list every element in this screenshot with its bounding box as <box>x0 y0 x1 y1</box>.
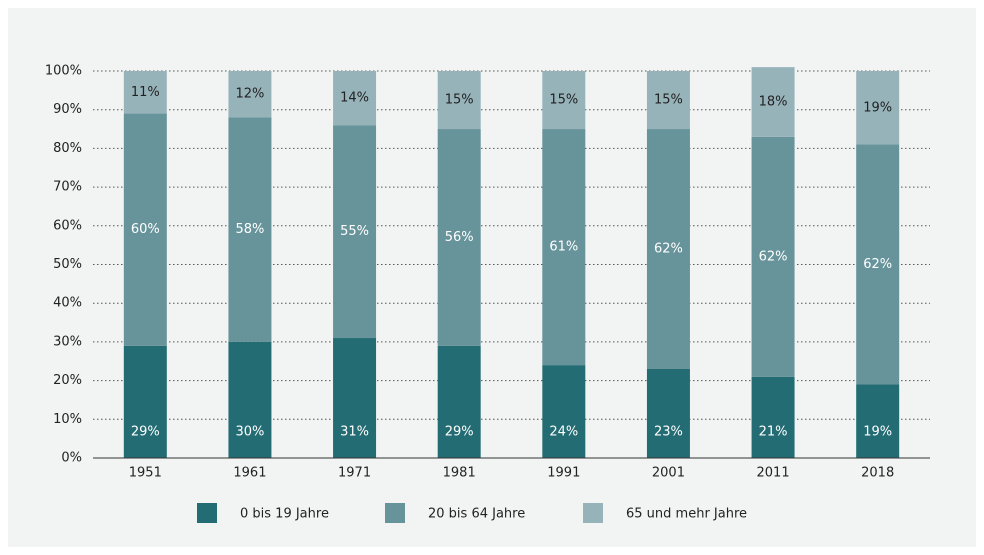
value-label: 29% <box>445 425 474 440</box>
y-tick-label: 60% <box>53 218 82 233</box>
value-label: 30% <box>235 425 264 440</box>
value-label: 62% <box>654 242 683 257</box>
bar-segment <box>856 384 900 458</box>
y-tick-label: 30% <box>53 334 82 349</box>
value-label: 15% <box>654 93 683 108</box>
background <box>8 8 976 547</box>
y-tick-label: 10% <box>53 412 82 427</box>
y-tick-label: 100% <box>45 64 82 79</box>
bar-segment <box>646 129 690 369</box>
x-tick-label: 1971 <box>338 466 371 481</box>
value-label: 24% <box>549 425 578 440</box>
value-label: 58% <box>235 222 264 237</box>
bar-segment <box>751 136 795 377</box>
value-label: 12% <box>235 87 264 102</box>
value-label: 61% <box>549 240 578 255</box>
value-label: 15% <box>445 93 474 108</box>
bar-segment <box>542 365 586 458</box>
value-label: 21% <box>759 425 788 440</box>
bar-segment <box>123 113 167 346</box>
y-tick-label: 40% <box>53 296 82 311</box>
bar-segment <box>542 71 586 130</box>
value-label: 19% <box>863 100 892 115</box>
bar-segment <box>856 71 900 145</box>
x-tick-label: 1991 <box>547 466 580 481</box>
legend-label: 0 bis 19 Jahre <box>240 507 329 522</box>
value-label: 15% <box>549 93 578 108</box>
x-tick-label: 1981 <box>443 466 476 481</box>
x-tick-label: 1961 <box>233 466 266 481</box>
value-label: 18% <box>759 94 788 109</box>
value-label: 56% <box>445 230 474 245</box>
y-tick-label: 20% <box>53 373 82 388</box>
x-tick-label: 2018 <box>861 466 894 481</box>
bar-segment <box>123 345 167 458</box>
x-tick-label: 2011 <box>757 466 790 481</box>
value-label: 14% <box>340 91 369 106</box>
value-label: 62% <box>863 257 892 272</box>
bar-segment <box>437 71 481 130</box>
bar-segment <box>751 376 795 458</box>
y-tick-label: 0% <box>61 451 82 466</box>
legend-swatch <box>197 503 217 523</box>
value-label: 11% <box>131 85 160 100</box>
x-tick-label: 2001 <box>652 466 685 481</box>
legend-swatch <box>583 503 603 523</box>
bar-segment <box>542 129 586 366</box>
bar-segment <box>333 125 377 339</box>
value-label: 29% <box>131 425 160 440</box>
bar-segment <box>646 71 690 130</box>
bar-segment <box>437 129 481 346</box>
value-label: 31% <box>340 425 369 440</box>
bar-segment <box>228 341 272 458</box>
value-label: 62% <box>759 249 788 264</box>
y-tick-label: 80% <box>53 141 82 156</box>
bar-segment <box>646 368 690 458</box>
bar-segment <box>228 117 272 342</box>
value-label: 19% <box>863 425 892 440</box>
legend-label: 20 bis 64 Jahre <box>428 507 525 522</box>
value-label: 23% <box>654 425 683 440</box>
bar-segment <box>333 338 377 458</box>
bar-segment <box>123 71 167 114</box>
y-tick-label: 90% <box>53 102 82 117</box>
legend-label: 65 und mehr Jahre <box>626 507 747 522</box>
bar-segment <box>437 345 481 458</box>
bar-segment <box>228 71 272 118</box>
value-label: 55% <box>340 224 369 239</box>
y-tick-label: 50% <box>53 257 82 272</box>
bar-segment <box>856 144 900 385</box>
bar-segment <box>333 71 377 126</box>
x-tick-label: 1951 <box>129 466 162 481</box>
bar-segment <box>751 67 795 137</box>
value-label: 60% <box>131 222 160 237</box>
y-tick-label: 70% <box>53 180 82 195</box>
legend-swatch <box>385 503 405 523</box>
